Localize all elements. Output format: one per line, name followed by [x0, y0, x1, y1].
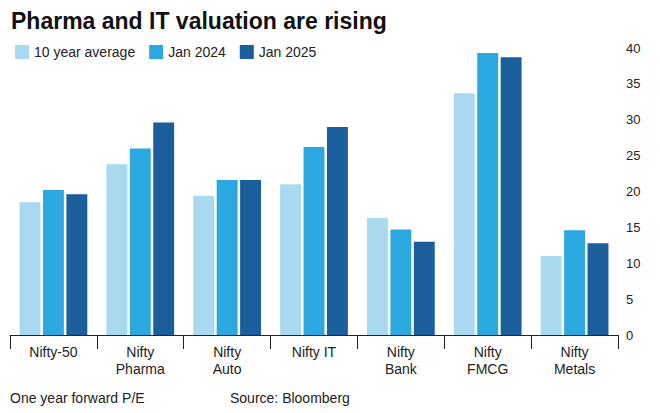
svg-text:Nifty: Nifty [387, 344, 415, 360]
svg-text:Auto: Auto [213, 361, 242, 377]
svg-text:Nifty IT: Nifty IT [292, 344, 337, 360]
svg-text:Pharma and IT valuation are ri: Pharma and IT valuation are rising [11, 8, 387, 34]
svg-text:10 year average: 10 year average [34, 44, 135, 60]
svg-text:Source: Bloomberg: Source: Bloomberg [230, 390, 350, 406]
svg-text:Bank: Bank [385, 361, 418, 377]
svg-text:5: 5 [626, 292, 633, 307]
svg-text:10: 10 [626, 256, 640, 271]
svg-text:Jan 2024: Jan 2024 [168, 44, 226, 60]
svg-text:0: 0 [626, 328, 633, 343]
svg-text:Jan 2025: Jan 2025 [259, 44, 317, 60]
svg-text:Pharma: Pharma [116, 361, 165, 377]
svg-text:One year forward P/E: One year forward P/E [10, 390, 145, 406]
svg-text:Nifty-50: Nifty-50 [29, 344, 77, 360]
svg-text:20: 20 [626, 184, 640, 199]
svg-text:40: 40 [626, 41, 640, 56]
svg-text:15: 15 [626, 220, 640, 235]
svg-text:35: 35 [626, 76, 640, 91]
svg-text:Nifty: Nifty [561, 344, 589, 360]
svg-text:Metals: Metals [554, 361, 595, 377]
svg-text:25: 25 [626, 148, 640, 163]
svg-text:Nifty: Nifty [474, 344, 502, 360]
svg-text:30: 30 [626, 112, 640, 127]
svg-text:Nifty: Nifty [213, 344, 241, 360]
svg-text:FMCG: FMCG [467, 361, 508, 377]
svg-text:Nifty: Nifty [126, 344, 154, 360]
